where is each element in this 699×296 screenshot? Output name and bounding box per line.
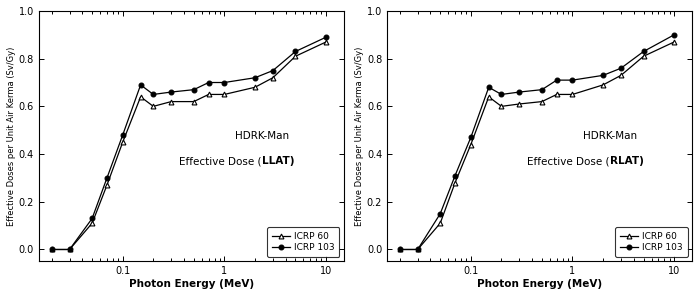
X-axis label: Photon Energy (MeV): Photon Energy (MeV) bbox=[477, 279, 602, 289]
X-axis label: Photon Energy (MeV): Photon Energy (MeV) bbox=[129, 279, 254, 289]
Text: HDRK-Man: HDRK-Man bbox=[235, 131, 289, 141]
Y-axis label: Effective Doses per Unit Air Kerma (Sv/Gy): Effective Doses per Unit Air Kerma (Sv/G… bbox=[7, 46, 16, 226]
Text: HDRK-Man: HDRK-Man bbox=[583, 131, 637, 141]
Text: LLAT): LLAT) bbox=[261, 156, 294, 166]
Legend: ICRP 60, ICRP 103: ICRP 60, ICRP 103 bbox=[615, 227, 688, 257]
Text: Effective Dose (: Effective Dose ( bbox=[527, 156, 610, 166]
Y-axis label: Effective Doses per Unit Air Kerma (Sv/Gy): Effective Doses per Unit Air Kerma (Sv/G… bbox=[355, 46, 364, 226]
Text: RLAT): RLAT) bbox=[610, 156, 644, 166]
Legend: ICRP 60, ICRP 103: ICRP 60, ICRP 103 bbox=[267, 227, 340, 257]
Text: Effective Dose (: Effective Dose ( bbox=[179, 156, 261, 166]
